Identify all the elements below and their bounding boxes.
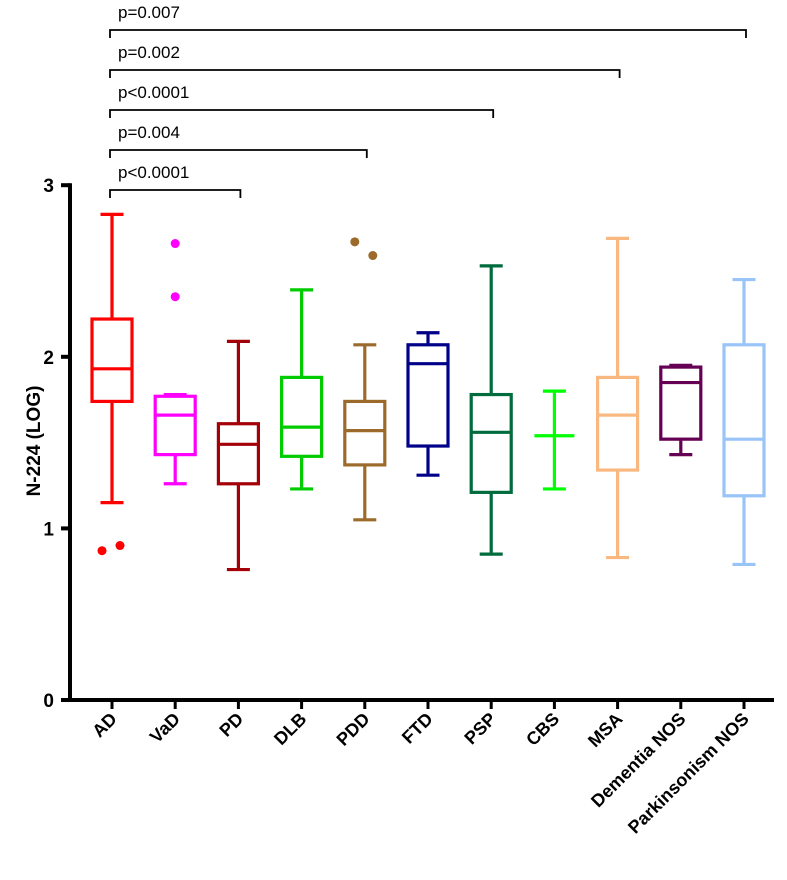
- outlier-point: [97, 546, 107, 556]
- box-msa: [595, 236, 640, 560]
- box-pd: [216, 339, 260, 572]
- box-iqr: [722, 343, 766, 498]
- p-value-label: p=0.007: [118, 3, 180, 22]
- outlier-point: [170, 292, 180, 302]
- outlier-point: [115, 541, 125, 551]
- outlier-point: [368, 251, 378, 261]
- x-tick-label: CBS: [522, 709, 563, 750]
- p-value-label: p<0.0001: [118, 83, 189, 102]
- x-tick-label: MSA: [584, 709, 626, 751]
- x-tick-label: PDD: [333, 709, 374, 750]
- box-pdd: [343, 237, 387, 522]
- y-tick-label: 2: [43, 348, 54, 369]
- y-axis-label: N-224 (LOG): [24, 386, 45, 497]
- box-dementia-nos: [659, 363, 703, 457]
- box-ad: [90, 212, 134, 556]
- x-tick-label: PSP: [460, 709, 500, 749]
- p-value-label: p=0.004: [118, 123, 180, 142]
- y-tick-label: 3: [43, 176, 54, 197]
- box-iqr: [659, 365, 703, 441]
- box-iqr: [216, 422, 260, 486]
- significance-bracket: [109, 149, 368, 158]
- x-tick-label: AD: [88, 709, 121, 742]
- significance-bracket: [109, 69, 621, 78]
- y-tick-label: 0: [43, 691, 54, 712]
- x-tick-label: DLB: [270, 709, 310, 749]
- p-value-label: p=0.002: [118, 43, 180, 62]
- x-tick-label: PD: [215, 709, 247, 741]
- y-tick-label: 1: [43, 519, 54, 540]
- box-vad: [153, 239, 197, 486]
- box-iqr: [153, 394, 197, 457]
- x-tick-label: FTD: [398, 709, 437, 748]
- box-ftd: [406, 331, 450, 477]
- box-cbs: [534, 389, 575, 491]
- box-psp: [469, 264, 513, 556]
- box-iqr: [469, 392, 513, 494]
- box-dlb: [280, 288, 324, 491]
- significance-bracket: [109, 189, 242, 198]
- significance-bracket: [109, 29, 747, 38]
- outlier-point: [350, 237, 360, 247]
- box-iqr: [595, 375, 640, 472]
- significance-bracket: [109, 109, 495, 118]
- box-iqr: [406, 343, 450, 448]
- p-value-label: p<0.0001: [118, 163, 189, 182]
- box-iqr: [280, 375, 324, 458]
- x-tick-label: VaD: [146, 709, 184, 747]
- x-tick-label: Parkinsonism NOS: [624, 709, 753, 838]
- outlier-point: [170, 239, 180, 249]
- box-iqr: [343, 399, 387, 467]
- box-parkinsonism-nos: [722, 277, 766, 567]
- box-iqr: [90, 317, 134, 404]
